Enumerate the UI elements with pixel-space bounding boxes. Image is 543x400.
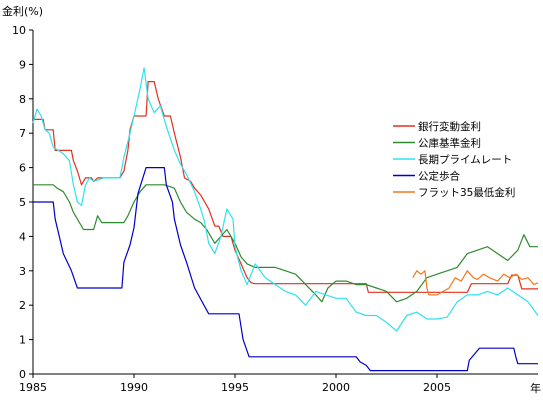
y-tick-labels: 0 1 2 3 4 5 6 7 8 9 10 bbox=[12, 24, 33, 381]
y-tick-label: 4 bbox=[19, 230, 26, 243]
series-line-1 bbox=[33, 184, 538, 303]
y-tick-label: 0 bbox=[19, 368, 26, 381]
y-tick-label: 5 bbox=[19, 196, 26, 209]
y-tick-label: 10 bbox=[12, 24, 26, 37]
series-line-2 bbox=[32, 67, 539, 332]
axes bbox=[32, 30, 538, 375]
series-line-4 bbox=[412, 270, 539, 296]
y-tick-label: 7 bbox=[19, 127, 26, 140]
x-tick-label: 2005 bbox=[423, 381, 451, 394]
x-tick-label: 2000 bbox=[322, 381, 350, 394]
y-axis-label: 金利(%) bbox=[2, 4, 43, 18]
x-tick-label: 1990 bbox=[120, 381, 148, 394]
y-tick-label: 8 bbox=[19, 93, 26, 106]
x-tick-label: 1995 bbox=[221, 381, 249, 394]
series-line-3 bbox=[33, 167, 538, 372]
legend-label: 銀行変動金利 bbox=[418, 120, 481, 133]
y-tick-label: 3 bbox=[19, 265, 26, 278]
legend-label: 長期プライムレート bbox=[418, 154, 512, 166]
series-line-0 bbox=[33, 81, 538, 293]
y-tick-label: 2 bbox=[19, 299, 26, 312]
legend-label: 公定歩合 bbox=[418, 170, 460, 183]
legend-label: 公庫基準金利 bbox=[418, 137, 481, 150]
x-tick-labels: 1985 1990 1995 2000 2005 bbox=[19, 374, 451, 394]
series-lines bbox=[32, 67, 539, 372]
x-tick-label: 1985 bbox=[19, 381, 47, 394]
y-tick-label: 1 bbox=[19, 334, 26, 347]
x-axis-label: 年 bbox=[530, 381, 541, 395]
y-tick-label: 9 bbox=[19, 58, 26, 71]
legend-label: フラット35最低金利 bbox=[418, 186, 515, 199]
y-tick-label: 6 bbox=[19, 162, 26, 175]
